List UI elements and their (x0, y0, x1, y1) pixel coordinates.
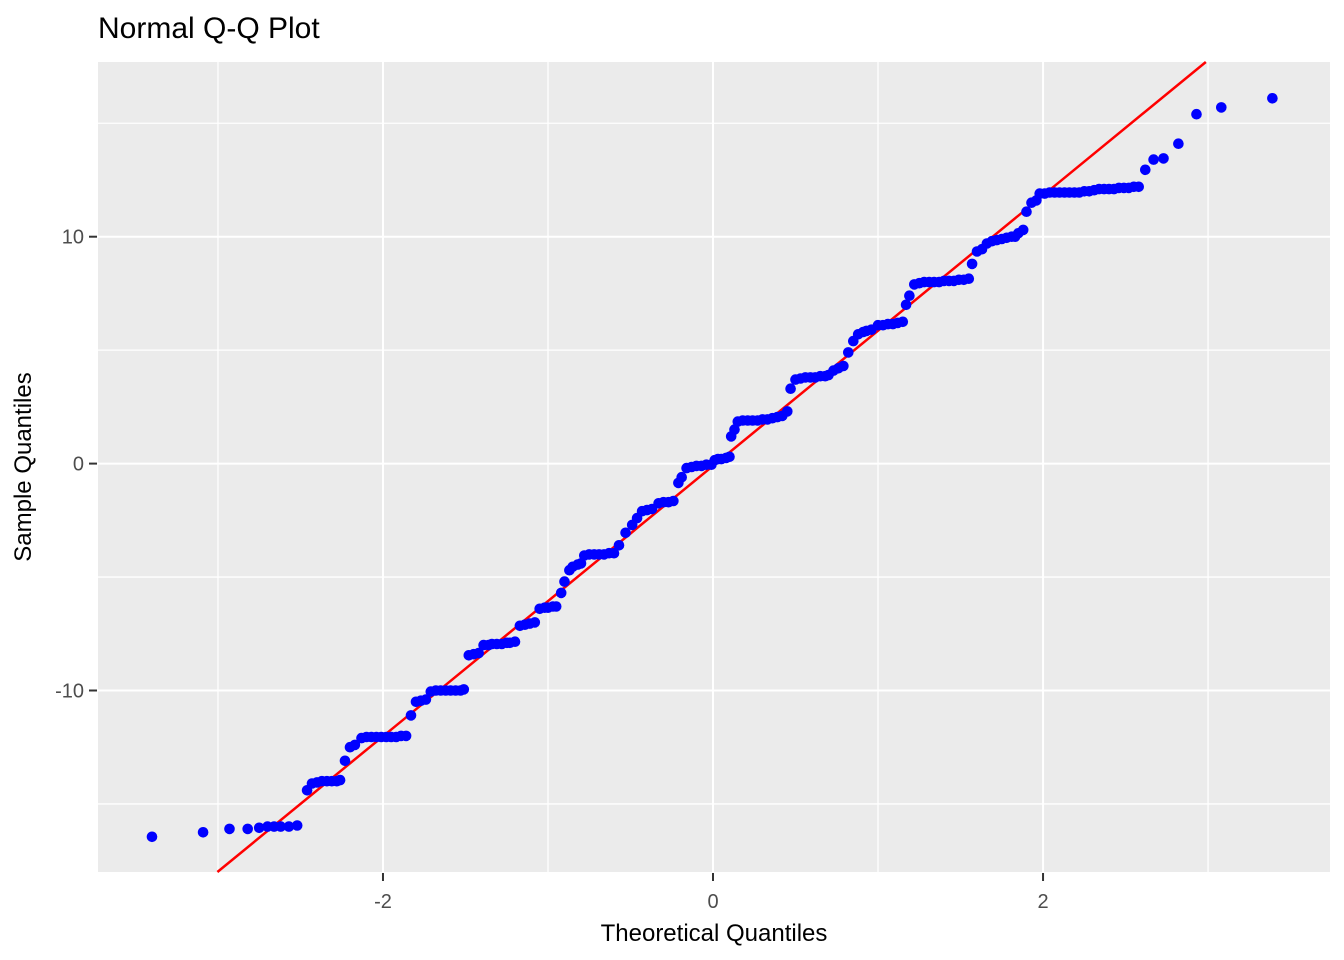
qq-point (146, 831, 158, 843)
qq-point (1267, 93, 1278, 104)
qq-point (838, 360, 849, 372)
qq-point (1021, 206, 1032, 217)
qq-point (613, 540, 625, 551)
qq-point (900, 299, 912, 311)
qq-point (283, 821, 295, 832)
qq-point (668, 495, 679, 507)
qq-point (291, 820, 303, 831)
x-axis-title: Theoretical Quantiles (601, 920, 828, 947)
qq-point (1140, 164, 1151, 176)
qq-point (966, 258, 978, 270)
qq-point (785, 383, 796, 395)
qq-point (729, 424, 740, 435)
qq-point (242, 823, 253, 835)
qq-point (1216, 102, 1227, 113)
x-tick-label: 2 (1037, 891, 1048, 913)
qq-point (339, 755, 351, 767)
qq-point (843, 347, 854, 358)
qq-point (550, 601, 562, 612)
qq-point (1173, 138, 1184, 149)
qq-point (334, 774, 346, 786)
qq-point (724, 451, 735, 463)
qq-point (782, 406, 793, 417)
qq-point (473, 647, 485, 659)
qq-point (904, 290, 915, 302)
qq-point (275, 821, 287, 832)
qq-point (509, 636, 521, 647)
qq-point (405, 710, 417, 721)
qq-point (555, 587, 567, 599)
qq-point (197, 827, 209, 838)
qq-point (253, 822, 265, 834)
qq-point (1133, 181, 1144, 193)
y-axis-tick-labels: -10 0 10 (55, 227, 84, 703)
qq-point (1191, 108, 1202, 120)
y-axis-title: Sample Quantiles (10, 372, 37, 561)
qq-point (458, 684, 470, 695)
qq-point (420, 694, 432, 705)
qq-point (676, 471, 687, 483)
qq-point (400, 730, 412, 742)
qq-point (559, 576, 570, 587)
x-axis-tick-labels: -2 0 2 (374, 891, 1049, 913)
qq-point (1148, 154, 1159, 165)
chart-title: Normal Q-Q Plot (98, 12, 320, 45)
qq-point (1017, 224, 1029, 236)
qq-point (529, 617, 541, 628)
data-points (146, 93, 1278, 843)
y-tick-label: -10 (55, 680, 84, 702)
qq-point (1158, 153, 1169, 164)
y-tick-label: 0 (73, 454, 84, 476)
qq-point (608, 547, 620, 559)
x-tick-label: 0 (707, 891, 718, 913)
qq-point (620, 527, 631, 539)
qq-point (349, 739, 361, 751)
qq-point (897, 316, 909, 328)
y-tick-label: 10 (62, 227, 84, 249)
x-tick-label: -2 (374, 891, 392, 913)
qq-point (963, 273, 975, 285)
axis-tick-marks (89, 235, 1045, 881)
qq-point (224, 823, 235, 835)
